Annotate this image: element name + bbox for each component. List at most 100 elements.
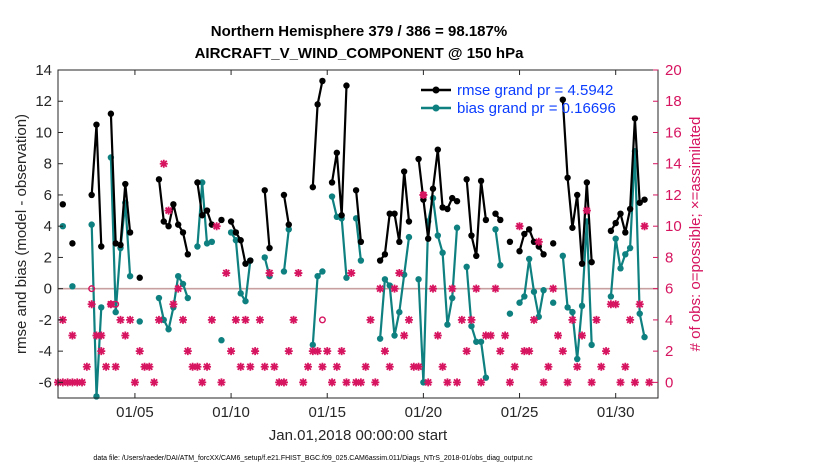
obs-assimilated-marker <box>457 315 466 324</box>
obs-assimilated-marker <box>270 362 279 371</box>
rmse-point <box>261 187 268 194</box>
rmse-point <box>285 221 292 228</box>
bias-point <box>617 265 624 272</box>
bias-point <box>194 243 201 250</box>
rmse-point <box>237 237 244 244</box>
obs-possible-marker <box>88 285 96 293</box>
obs-assimilated-marker <box>385 362 394 371</box>
obs-assimilated-marker <box>481 331 490 340</box>
obs-assimilated-marker <box>87 300 96 309</box>
obs-assimilated-marker <box>313 347 322 356</box>
obs-assimilated-marker <box>390 284 399 293</box>
obs-assimilated-marker <box>222 269 231 278</box>
obs-assimilated-marker <box>227 347 236 356</box>
bias-line <box>494 229 502 266</box>
obs-assimilated-marker <box>356 378 365 387</box>
bias-point <box>626 244 634 252</box>
rmse-point <box>266 244 273 252</box>
legend-rmse-marker <box>432 86 440 94</box>
bias-point <box>237 290 244 297</box>
obs-assimilated-marker <box>183 347 192 356</box>
obs-assimilated-marker <box>231 315 240 324</box>
y2-tick-label: 6 <box>665 281 673 298</box>
bias-point <box>607 293 615 300</box>
obs-assimilated-marker <box>174 284 183 293</box>
y2-axis-label: # of obs: o=possible; ×=assimilated <box>687 117 704 352</box>
rmse-point <box>429 185 437 192</box>
obs-assimilated-marker <box>626 315 635 324</box>
y-tick-label: 10 <box>35 124 52 141</box>
rmse-point <box>612 219 619 227</box>
obs-assimilated-marker <box>496 347 505 356</box>
bias-point <box>343 274 350 281</box>
rmse-point <box>247 257 254 264</box>
obs-assimilated-marker <box>203 362 212 371</box>
bias-point <box>420 379 427 386</box>
rmse-point <box>453 198 461 205</box>
rmse-point <box>199 212 206 219</box>
rmse-point <box>232 229 240 236</box>
rmse-point <box>574 191 581 199</box>
bias-point <box>473 338 480 345</box>
rmse-point <box>516 247 523 255</box>
obs-assimilated-marker <box>630 378 639 387</box>
rmse-point <box>641 196 648 203</box>
bias-point <box>405 233 413 241</box>
obs-assimilated-marker <box>380 347 389 356</box>
bias-point <box>112 308 119 316</box>
y2-tick-label: 16 <box>665 124 682 141</box>
y-tick-label: -6 <box>39 374 52 391</box>
obs-assimilated-marker <box>188 362 197 371</box>
obs-assimilated-marker <box>97 331 106 340</box>
bias-point <box>530 288 538 295</box>
rmse-point <box>497 216 504 224</box>
y-tick-label: -2 <box>39 312 52 329</box>
rmse-point <box>328 179 336 186</box>
rmse-point <box>319 77 326 85</box>
obs-assimilated-marker <box>525 347 534 356</box>
obs-assimilated-marker <box>563 378 572 387</box>
rmse-line <box>263 190 271 249</box>
y-tick-label: 14 <box>35 62 52 79</box>
obs-assimilated-marker <box>549 284 558 293</box>
x-tick-label: 01/20 <box>405 404 443 421</box>
y-axis-label: rmse and bias (model - observation) <box>13 114 30 354</box>
chart-title-line2: AIRCRAFT_V_WIND_COMPONENT @ 150 hPa <box>195 45 525 62</box>
obs-assimilated-marker <box>294 269 303 278</box>
obs-assimilated-marker <box>510 362 519 371</box>
axes-box <box>57 69 659 399</box>
rmse-point <box>107 110 115 117</box>
bias-point <box>381 276 389 283</box>
rmse-point <box>165 222 172 230</box>
rmse-point <box>617 210 624 217</box>
rmse-point <box>69 240 76 247</box>
bias-point <box>203 240 211 247</box>
obs-assimilated-marker <box>323 347 332 356</box>
obs-assimilated-marker <box>212 222 221 231</box>
legend-bias-marker <box>432 104 440 112</box>
bias-point <box>174 272 182 280</box>
rmse-point <box>530 238 538 246</box>
rmse-point <box>352 187 360 194</box>
bias-point <box>516 299 523 306</box>
obs-assimilated-marker <box>179 315 187 324</box>
bias-point <box>564 304 571 311</box>
bias-point <box>232 237 240 244</box>
x-tick-label: 01/25 <box>501 404 539 421</box>
obs-assimilated-marker <box>164 206 173 215</box>
obs-assimilated-marker <box>169 300 178 309</box>
rmse-point <box>122 180 129 188</box>
y2-tick-label: 4 <box>665 312 673 329</box>
obs-assimilated-marker <box>529 315 538 324</box>
obs-assimilated-marker <box>145 362 154 371</box>
rmse-point <box>535 243 542 250</box>
rmse-point <box>179 229 187 236</box>
bias-point <box>468 322 475 330</box>
rmse-point <box>227 218 235 225</box>
rmse-line <box>282 194 290 225</box>
obs-assimilated-marker <box>121 331 130 340</box>
rmse-point <box>468 232 475 239</box>
obs-assimilated-marker <box>539 378 548 387</box>
obs-assimilated-marker <box>97 347 106 356</box>
rmse-point <box>405 218 413 225</box>
